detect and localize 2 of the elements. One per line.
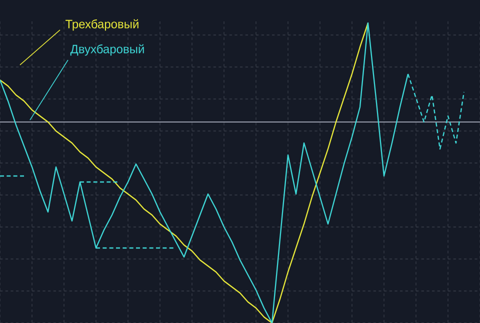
text: Трехбаровый xyxy=(66,19,138,31)
text: Двухбаровый xyxy=(70,44,144,56)
